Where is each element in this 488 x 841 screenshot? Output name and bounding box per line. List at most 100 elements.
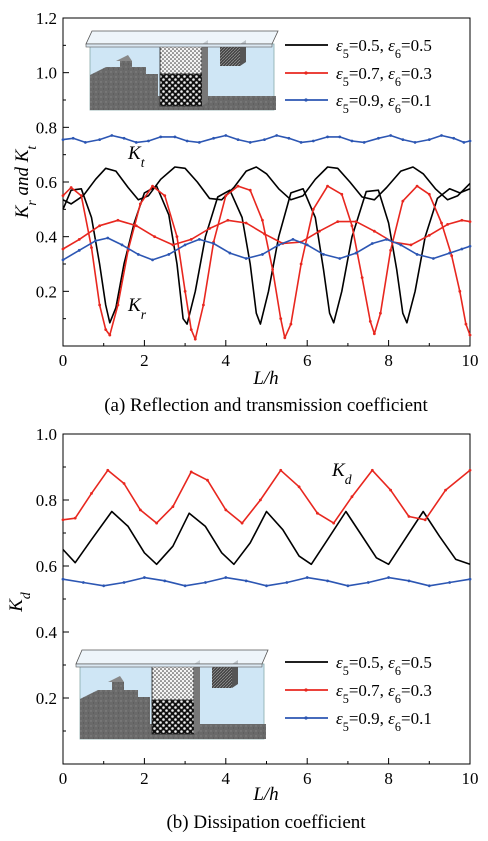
x-tick-label: 8: [384, 769, 393, 788]
data-point: [61, 577, 65, 581]
data-point: [61, 518, 65, 522]
data-point: [236, 138, 240, 142]
data-point: [134, 140, 138, 144]
y-tick-label: 0.4: [36, 623, 58, 642]
data-point: [175, 235, 179, 239]
data-point: [318, 229, 321, 233]
data-point: [271, 268, 275, 271]
data-point: [104, 328, 108, 331]
data-point: [61, 194, 65, 198]
data-point: [452, 136, 456, 140]
data-point: [332, 521, 336, 525]
data-point: [444, 488, 447, 492]
inset-schematic: [75, 649, 269, 740]
data-point: [305, 576, 309, 579]
data-point: [305, 243, 309, 247]
data-point: [415, 184, 419, 188]
series-group: [61, 468, 472, 588]
data-point: [193, 337, 197, 341]
data-point: [377, 136, 380, 140]
caption: (a) Reflection and transmission coeffici…: [104, 395, 428, 416]
x-tick-label: 10: [462, 769, 479, 788]
data-point: [315, 511, 319, 515]
data-point: [102, 584, 106, 588]
data-point: [350, 139, 354, 143]
data-point: [338, 135, 342, 139]
data-point: [458, 289, 462, 293]
data-point: [427, 138, 431, 142]
data-point: [90, 246, 93, 250]
data-point: [98, 138, 102, 142]
data-point: [407, 579, 411, 583]
data-point: [311, 207, 315, 211]
data-point: [73, 516, 77, 520]
annotation-kd: Kd​: [331, 460, 352, 487]
data-point: [468, 468, 472, 472]
series-line-blue: [62, 237, 471, 261]
x-tick-label: 2: [140, 769, 149, 788]
data-point: [415, 253, 419, 256]
data-point: [261, 218, 264, 222]
data-point: [151, 184, 154, 188]
data-point: [346, 584, 350, 588]
panel-b-chart: 0 2 4 6 8 10 0.2 0.4 0.6 0.8 1.0 ε5​=0.5, ε6​=0.5 …: [6, 425, 479, 833]
data-point: [287, 136, 291, 140]
data-point: [212, 136, 215, 140]
data-point: [212, 242, 215, 245]
data-point: [413, 140, 417, 144]
data-point: [326, 184, 329, 188]
data-point: [183, 584, 187, 588]
data-point: [83, 140, 87, 144]
x-axis-label: L/h: [252, 368, 278, 389]
data-point: [183, 289, 187, 293]
data-point: [244, 579, 248, 583]
axis-ticks: 0 2 4 6 8 10 0.2 0.4 0.6 0.8 1.0 1.2: [36, 9, 479, 370]
legend-label: ε5​=0.5, ε6​=0.5: [336, 653, 432, 678]
inset-schematic: [85, 30, 279, 111]
data-point: [244, 257, 248, 260]
data-point: [407, 515, 411, 518]
data-point: [258, 498, 262, 502]
data-point: [468, 139, 472, 143]
data-point: [189, 328, 193, 331]
annotation-label: Kr​: [127, 295, 147, 322]
annotation-kr: Kr​: [127, 295, 147, 322]
data-point: [468, 577, 472, 581]
data-point: [90, 492, 93, 495]
data-point: [261, 253, 264, 256]
y-tick-label: 0.8: [36, 491, 57, 510]
data-point: [138, 508, 142, 512]
data-point: [299, 262, 303, 266]
data-point: [120, 243, 124, 247]
data-point: [77, 238, 81, 241]
legend-item: ε5​=0.5, ε6​=0.5: [285, 36, 432, 61]
data-point: [283, 336, 287, 340]
data-point: [189, 238, 193, 241]
data-point: [61, 258, 65, 262]
data-point: [81, 581, 85, 584]
series-group: [61, 134, 472, 341]
data-point: [226, 218, 230, 222]
data-point: [204, 581, 207, 584]
data-point: [236, 184, 240, 188]
data-point: [372, 229, 376, 233]
data-point: [311, 139, 315, 143]
legend-item: ε5​=0.7, ε6​=0.3: [285, 64, 432, 89]
annotation-label: Kt​: [127, 143, 146, 170]
data-point: [171, 505, 175, 508]
x-tick-label: 4: [222, 769, 231, 788]
panel-a-chart: 0 2 4 6 8 10 0.2 0.4 0.6 0.8 1.0 1.2 ε5​=0.5, ε6​=0…: [12, 9, 479, 416]
series-line-black: [62, 510, 471, 566]
data-point: [244, 221, 248, 225]
series-line-blue: [62, 134, 471, 144]
legend: ε5​=0.5, ε6​=0.5 ε5​=0.7, ε6​=0.3 ε5​=0.…: [285, 653, 432, 734]
data-point: [338, 257, 342, 260]
data-point: [366, 581, 370, 584]
legend-label: ε5​=0.9, ε6​=0.1: [336, 91, 432, 116]
data-point: [197, 140, 201, 144]
data-point: [98, 224, 102, 228]
data-point: [202, 303, 205, 307]
data-point: [289, 322, 293, 326]
data-point: [387, 576, 390, 579]
data-point: [136, 253, 140, 256]
